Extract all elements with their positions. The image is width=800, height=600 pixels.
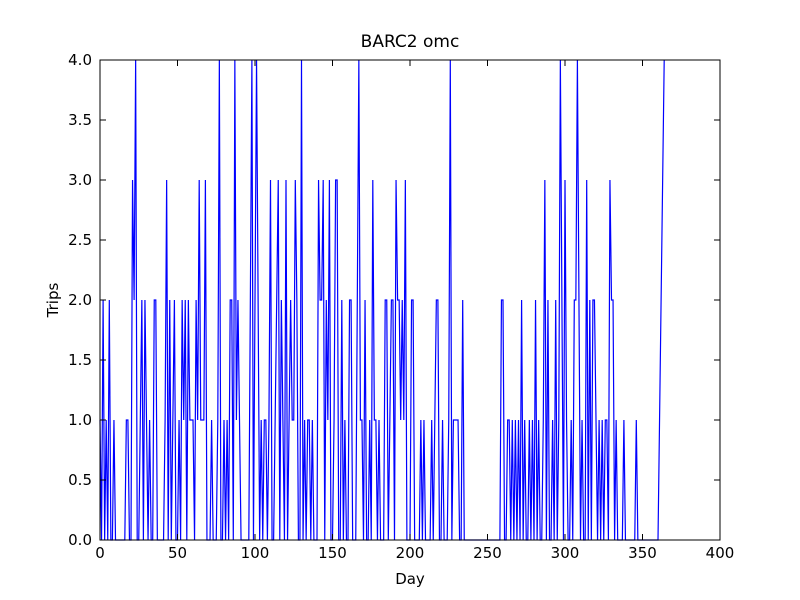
x-tick-label: 350 — [628, 544, 657, 562]
x-tick-label: 0 — [95, 544, 105, 562]
y-axis-label: Trips — [44, 283, 62, 319]
x-tick-label: 200 — [396, 544, 425, 562]
y-tick-label: 3.5 — [68, 111, 92, 129]
x-tick-label: 250 — [473, 544, 502, 562]
y-tick-label: 3.0 — [68, 171, 92, 189]
x-tick-label: 300 — [551, 544, 580, 562]
chart-title: BARC2 omc — [361, 32, 460, 52]
y-tick-label: 0.0 — [68, 531, 92, 549]
x-tick-label: 50 — [168, 544, 187, 562]
y-tick-label: 0.5 — [68, 471, 92, 489]
y-tick-label: 2.5 — [68, 231, 92, 249]
y-tick-label: 1.0 — [68, 411, 92, 429]
x-axis-label: Day — [395, 570, 425, 588]
y-tick-label: 1.5 — [68, 351, 92, 369]
x-tick-label: 400 — [706, 544, 735, 562]
y-tick-label: 2.0 — [68, 291, 92, 309]
x-tick-label: 100 — [241, 544, 270, 562]
x-tick-label: 150 — [318, 544, 347, 562]
y-tick-label: 4.0 — [68, 51, 92, 69]
